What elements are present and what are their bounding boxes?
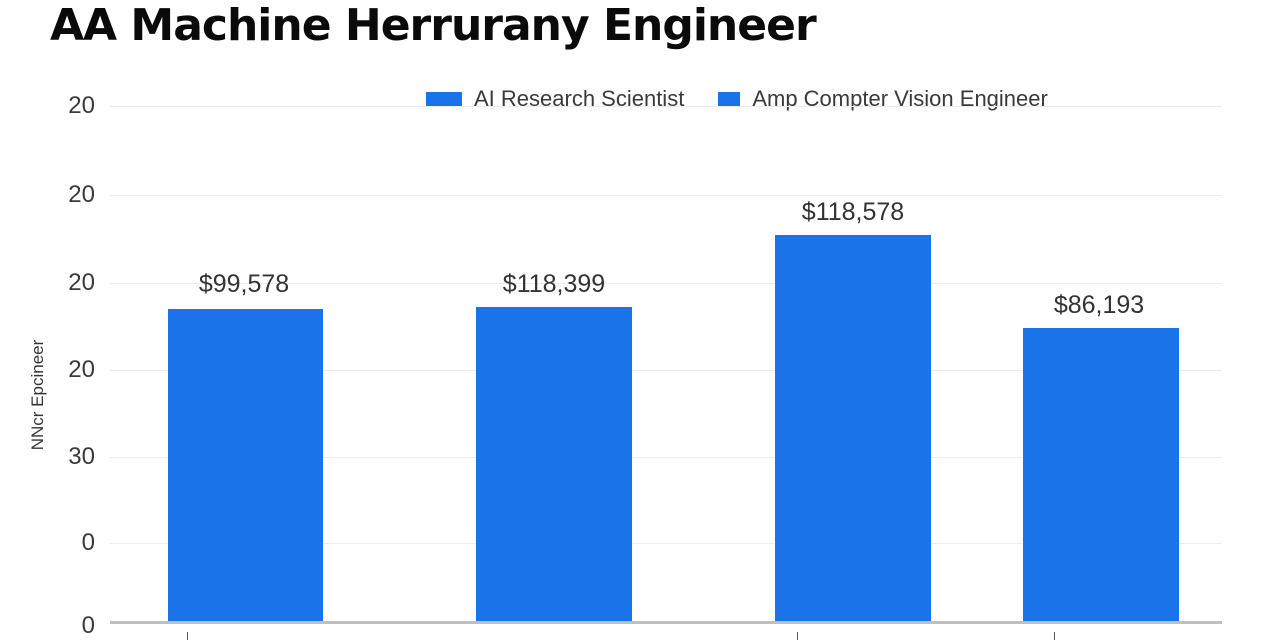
bar-4 [1023, 328, 1179, 622]
x-axis-line [110, 621, 1222, 624]
legend-item-ai-research-scientist: AI Research Scientist [426, 86, 684, 112]
chart-legend: AI Research Scientist Amp Compter Vision… [426, 86, 1082, 112]
legend-item-computer-vision-engineer: Amp Compter Vision Engineer [718, 86, 1048, 112]
y-tick: 0 [81, 612, 95, 639]
bar-value-label: $118,578 [801, 198, 905, 226]
y-tick: 30 [68, 443, 95, 470]
gridline [110, 283, 1222, 284]
legend-label: Amp Compter Vision Engineer [752, 86, 1048, 111]
gridline [110, 543, 1222, 544]
y-tick: 20 [68, 269, 95, 296]
bar-3 [775, 235, 931, 622]
bar-value-label: $86,193 [1053, 291, 1145, 319]
bar-value-label: $118,399 [502, 270, 606, 298]
legend-swatch-icon [426, 92, 462, 106]
y-axis-label: NNcr Epcineer [28, 339, 47, 451]
legend-label: AI Research Scientist [474, 86, 685, 111]
y-tick: 20 [68, 92, 95, 119]
y-tick: 0 [81, 529, 95, 556]
gridline [110, 457, 1222, 458]
y-tick: 20 [68, 356, 95, 383]
chart-title: AA Machine Herrurany Engineer [50, 0, 817, 51]
bar-1 [168, 309, 323, 622]
gridline [110, 106, 1222, 107]
x-tick-mark [797, 632, 798, 640]
legend-swatch-icon [718, 92, 741, 106]
gridline [110, 370, 1222, 371]
x-tick-mark [187, 632, 188, 640]
bar-2 [476, 307, 632, 622]
bar-value-label: $99,578 [198, 270, 290, 298]
gridline [110, 195, 1222, 196]
y-tick: 20 [68, 181, 95, 208]
x-tick-mark [1054, 632, 1055, 640]
